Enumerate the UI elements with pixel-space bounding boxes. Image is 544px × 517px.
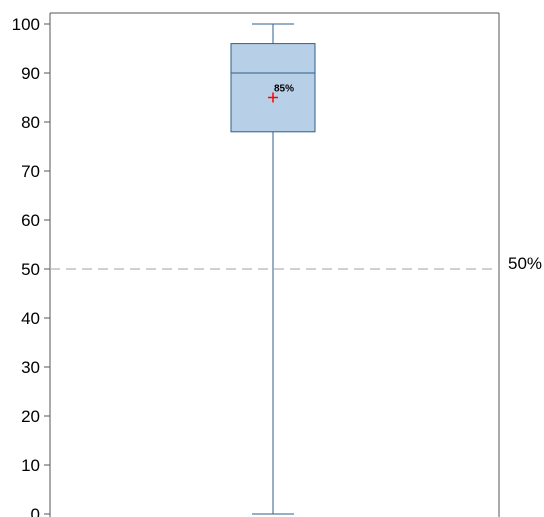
y-tick-label: 100 (12, 15, 40, 34)
y-tick-label: 50 (21, 260, 40, 279)
y-tick-label: 70 (21, 162, 40, 181)
mean-label: 85% (274, 84, 294, 95)
y-tick-label: 20 (21, 407, 40, 426)
y-tick-label: 40 (21, 309, 40, 328)
y-axis: 0 10 20 30 40 50 60 70 80 90 100 (12, 13, 51, 517)
mean-marker (268, 92, 278, 103)
y-tick-label: 0 (31, 505, 40, 517)
y-tick-label: 10 (21, 456, 40, 475)
y-tick-label: 90 (21, 64, 40, 83)
iqr-box (230, 43, 316, 133)
reference-line-label: 50% (508, 254, 542, 273)
y-tick-label: 80 (21, 113, 40, 132)
box-series: 85% (230, 23, 316, 515)
y-tick-label: 60 (21, 211, 40, 230)
y-tick-label: 30 (21, 358, 40, 377)
y-ticks: 0 10 20 30 40 50 60 70 80 90 100 (12, 15, 50, 517)
